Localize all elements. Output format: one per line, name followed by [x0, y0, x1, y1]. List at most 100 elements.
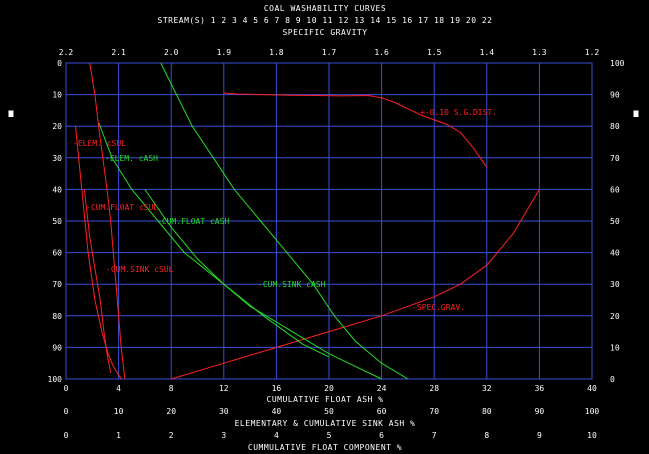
series-line	[171, 189, 540, 380]
right-tick-label: 40	[610, 249, 620, 258]
right-axis-label-char: U	[633, 110, 639, 120]
bottom3-tick-label: 8	[484, 431, 489, 440]
float-ash-axis-label: CUMULATIVE FLOAT ASH %	[266, 395, 384, 404]
bottom3-tick-label: 0	[64, 431, 69, 440]
bottom3-tick-label: 1	[116, 431, 121, 440]
right-tick-label: 30	[610, 280, 620, 289]
curve-label: -CUM.FLOAT cSUL	[86, 203, 158, 212]
stream-list: STREAM(S) 1 2 3 4 5 6 7 8 9 10 11 12 13 …	[157, 16, 493, 25]
sink-ash-axis-label: ELEMENTARY & CUMULATIVE SINK ASH %	[234, 419, 416, 428]
curve-label: -SPEC.GRAV.	[412, 303, 465, 312]
left-tick-label: 70	[52, 280, 62, 289]
bottom2-tick-label: 60	[377, 407, 387, 416]
left-axis-label-char: I	[8, 110, 14, 120]
top-tick-label: 2.2	[59, 48, 74, 57]
right-tick-label: 100	[610, 59, 625, 68]
series-line	[98, 122, 330, 358]
right-axis-label-char: V	[633, 110, 639, 120]
left-tick-label: 20	[52, 122, 62, 131]
left-axis-label-char: O	[8, 110, 14, 120]
bottom1-tick-label: 32	[482, 384, 492, 393]
left-axis-label-char: V	[8, 110, 14, 120]
left-tick-label: 0	[57, 59, 62, 68]
top-tick-label: 1.4	[480, 48, 495, 57]
bottom3-tick-label: 5	[327, 431, 332, 440]
series-line	[223, 92, 488, 168]
curve-label: +-0.10 S.G.DIST.	[420, 108, 497, 117]
bottom1-tick-label: 12	[219, 384, 229, 393]
top-tick-label: 1.3	[532, 48, 547, 57]
right-tick-label: 20	[610, 312, 620, 321]
curve-label: -CUM.SINK cASH	[258, 280, 326, 289]
top-tick-label: 1.2	[585, 48, 600, 57]
bottom2-tick-label: 20	[166, 407, 176, 416]
right-axis-label-char: I	[633, 110, 639, 120]
right-tick-label: 80	[610, 122, 620, 131]
top-tick-label: 1.7	[322, 48, 337, 57]
right-tick-label: 70	[610, 154, 620, 163]
bottom2-tick-label: 80	[482, 407, 492, 416]
bottom1-tick-label: 28	[429, 384, 439, 393]
right-axis-label-char: I	[633, 110, 639, 120]
right-tick-label: 50	[610, 217, 620, 226]
plot-frame	[65, 62, 593, 380]
bottom2-tick-label: 40	[272, 407, 282, 416]
right-tick-label: 10	[610, 343, 620, 352]
series-line	[89, 62, 126, 380]
bottom2-tick-label: 50	[324, 407, 334, 416]
right-axis-label-char: U	[633, 110, 639, 120]
right-tick-label: 90	[610, 91, 620, 100]
left-tick-label: 100	[48, 375, 63, 384]
series-line	[160, 62, 409, 380]
left-axis-label-char: L	[8, 110, 14, 120]
top-axis-label: SPECIFIC GRAVITY	[282, 28, 368, 37]
bottom2-tick-label: 70	[429, 407, 439, 416]
right-axis-label-char: N	[633, 110, 639, 120]
right-axis-label-char: L	[633, 110, 639, 120]
left-tick-label: 90	[52, 343, 62, 352]
left-axis-label-char: A	[8, 110, 14, 120]
right-axis-label-char: %	[633, 110, 639, 120]
right-axis-label-char: E	[633, 110, 639, 120]
bottom2-tick-label: 90	[535, 407, 545, 416]
bottom1-tick-label: 4	[116, 384, 121, 393]
bottom1-tick-label: 24	[377, 384, 387, 393]
bottom3-tick-label: 10	[587, 431, 597, 440]
bottom2-tick-label: 0	[64, 407, 69, 416]
series-line	[144, 189, 382, 380]
top-tick-label: 1.5	[427, 48, 442, 57]
top-tick-label: 2.1	[111, 48, 126, 57]
left-axis-label-char: U	[8, 110, 14, 120]
bottom3-tick-label: 3	[221, 431, 226, 440]
bottom3-tick-label: 4	[274, 431, 279, 440]
bottom1-tick-label: 0	[64, 384, 69, 393]
right-axis-label-char: M	[633, 110, 639, 120]
right-axis-label-char: C	[633, 110, 639, 120]
float-component-axis-label: CUMMULATIVE FLOAT COMPONENT %	[247, 443, 403, 452]
left-axis-label-char: %	[8, 110, 14, 120]
right-axis-label-char: M	[633, 110, 639, 120]
bottom2-tick-label: 10	[114, 407, 124, 416]
bottom3-tick-label: 2	[169, 431, 174, 440]
left-axis-label-char: A	[8, 110, 14, 120]
bottom1-tick-label: 40	[587, 384, 597, 393]
left-axis-label-char: M	[8, 110, 14, 120]
left-axis-label-char: T	[8, 110, 14, 120]
left-axis-label-char: E	[8, 110, 14, 120]
left-axis-label-char: M	[8, 110, 14, 120]
left-axis-label-char: U	[8, 110, 14, 120]
left-axis-label-char: F	[8, 110, 14, 120]
bottom1-tick-label: 8	[169, 384, 174, 393]
curve-label: -CUM.FLOAT cASH	[157, 217, 229, 226]
right-axis-label-char: K	[633, 110, 639, 120]
series-line	[83, 189, 112, 373]
bottom1-tick-label: 20	[324, 384, 334, 393]
top-tick-label: 1.6	[374, 48, 389, 57]
left-axis-label-char: C	[8, 110, 14, 120]
right-tick-label: 0	[610, 375, 615, 384]
curve-label: -CUM.SINK cSUL	[106, 265, 174, 274]
left-axis-label-char: L	[8, 110, 14, 120]
bottom3-tick-label: 7	[432, 431, 437, 440]
right-tick-label: 60	[610, 185, 620, 194]
right-axis-label-char: A	[633, 110, 639, 120]
